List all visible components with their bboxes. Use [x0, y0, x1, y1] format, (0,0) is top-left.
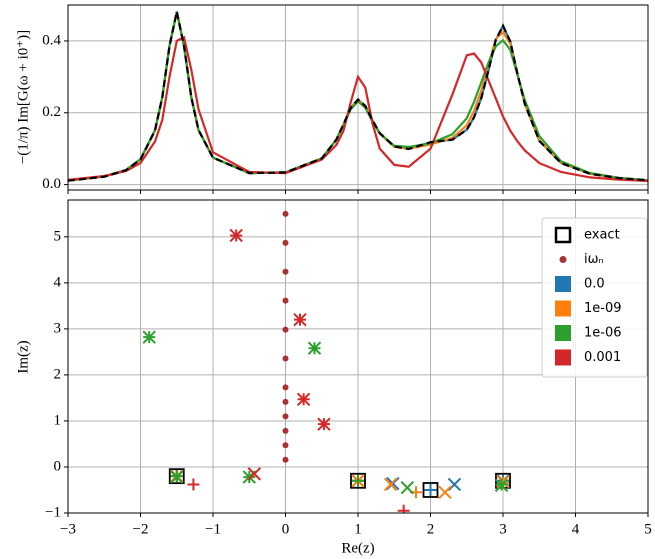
legend-label: 0.0 — [584, 277, 605, 292]
x-tick-label: −3 — [60, 521, 76, 537]
legend-label: 0.001 — [584, 350, 621, 365]
marker-plus — [308, 342, 321, 355]
axes-frame — [67, 4, 649, 191]
legend-label: 1e-06 — [584, 326, 622, 341]
legend: exact iωₙ 0.0 1e-09 1e-06 0.001 — [541, 217, 648, 378]
marker-plus — [352, 474, 364, 487]
y-tick-label: 0 — [54, 458, 62, 474]
marker-dot — [282, 456, 289, 463]
y-tick-label: 5 — [54, 228, 62, 244]
y-axis-label: −(1/π) Im[G(ω + i0⁺)] — [15, 30, 31, 164]
marker-plus — [297, 393, 310, 406]
y-tick-label: −1 — [45, 504, 61, 520]
plot-area: 0.0 0.2 0.4 — [42, 5, 649, 194]
marker-dot — [282, 413, 289, 420]
marker-plus — [143, 331, 156, 344]
y-tick-label: 0.2 — [42, 104, 61, 120]
x-tick-label: 5 — [644, 521, 652, 537]
marker-dot — [282, 326, 289, 333]
marker-plus — [170, 470, 183, 483]
legend-label: 1e-09 — [584, 301, 622, 316]
marker-x — [383, 477, 398, 492]
marks — [142, 210, 511, 513]
legend-marker — [555, 300, 571, 317]
marker-plus — [230, 229, 243, 242]
y-tick-label: 4 — [54, 274, 62, 290]
marker-dot — [282, 442, 289, 449]
marker-dot — [282, 297, 289, 304]
legend-marker — [555, 349, 571, 366]
legend-label: exact — [584, 228, 620, 243]
legend-marker — [554, 226, 572, 244]
marker-dot — [282, 239, 289, 246]
marker-plus — [317, 418, 330, 431]
marker-square — [422, 482, 439, 498]
marker-x — [438, 485, 452, 499]
marker-plus — [495, 478, 508, 491]
marker-x — [247, 467, 262, 481]
legend-marker — [559, 256, 567, 263]
y-tick-label: 0.4 — [42, 32, 61, 48]
marker-dot — [282, 427, 289, 434]
line — [68, 11, 648, 182]
marker-square — [168, 468, 185, 485]
x-tick-label: 1 — [354, 521, 362, 537]
marker-plus — [294, 313, 306, 326]
x-tick-label: −1 — [205, 521, 221, 537]
marker-dot — [282, 210, 289, 217]
x-tick-label: −2 — [133, 521, 149, 537]
legend-marker — [555, 276, 571, 292]
marks — [68, 11, 648, 183]
marker-x — [447, 477, 462, 492]
y-tick-label: 1 — [54, 412, 62, 428]
x-tick-label: 0 — [282, 521, 290, 537]
marker-square — [350, 472, 366, 489]
axes-frame — [67, 199, 649, 514]
y-tick-label: 0.0 — [42, 176, 61, 192]
marker-dot — [282, 398, 289, 405]
y-axis-label: Im(z) — [15, 340, 31, 373]
marker-dot — [282, 268, 289, 275]
marker-x — [400, 480, 415, 495]
marker-plus — [424, 483, 437, 496]
marker-dot — [282, 355, 289, 362]
legend-label: iωₙ — [584, 252, 604, 267]
marker-dot — [282, 384, 289, 391]
x-tick-label: 3 — [499, 521, 507, 537]
marker-plus — [397, 504, 410, 513]
y-tick-label: 3 — [54, 320, 62, 336]
line — [68, 35, 648, 183]
x-tick-label: 4 — [572, 521, 580, 537]
marker-plus — [243, 471, 256, 484]
legend-marker — [555, 325, 571, 341]
x-axis-label: Re(z) — [341, 540, 374, 556]
x-tick-label: 2 — [427, 521, 435, 537]
y-tick-label: 2 — [54, 366, 62, 382]
marker-plus — [187, 478, 200, 491]
